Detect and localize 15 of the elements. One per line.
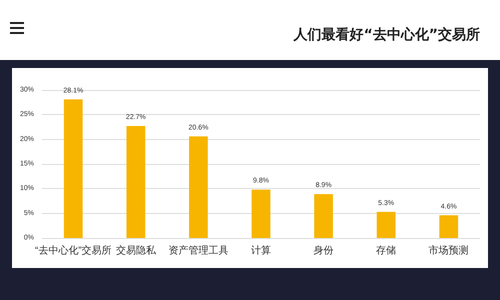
x-tick-label: 存储	[376, 244, 396, 256]
bar	[314, 194, 333, 238]
bar	[252, 190, 270, 238]
x-tick-label: 计算	[251, 244, 271, 256]
chart-title: 人们最看好“去中心化”交易所	[294, 26, 480, 44]
bar	[439, 215, 458, 238]
x-tick-label: 交易隐私	[116, 244, 157, 256]
bar	[376, 212, 396, 238]
x-tick-label: 身份	[314, 244, 334, 256]
x-tick-label: “去中心化”交易所	[34, 244, 112, 256]
bar	[126, 126, 146, 238]
bar	[189, 136, 208, 238]
x-tick-label: 市场预测	[428, 244, 469, 256]
x-tick-label: 资产管理工具	[168, 244, 228, 256]
bar	[64, 99, 83, 238]
